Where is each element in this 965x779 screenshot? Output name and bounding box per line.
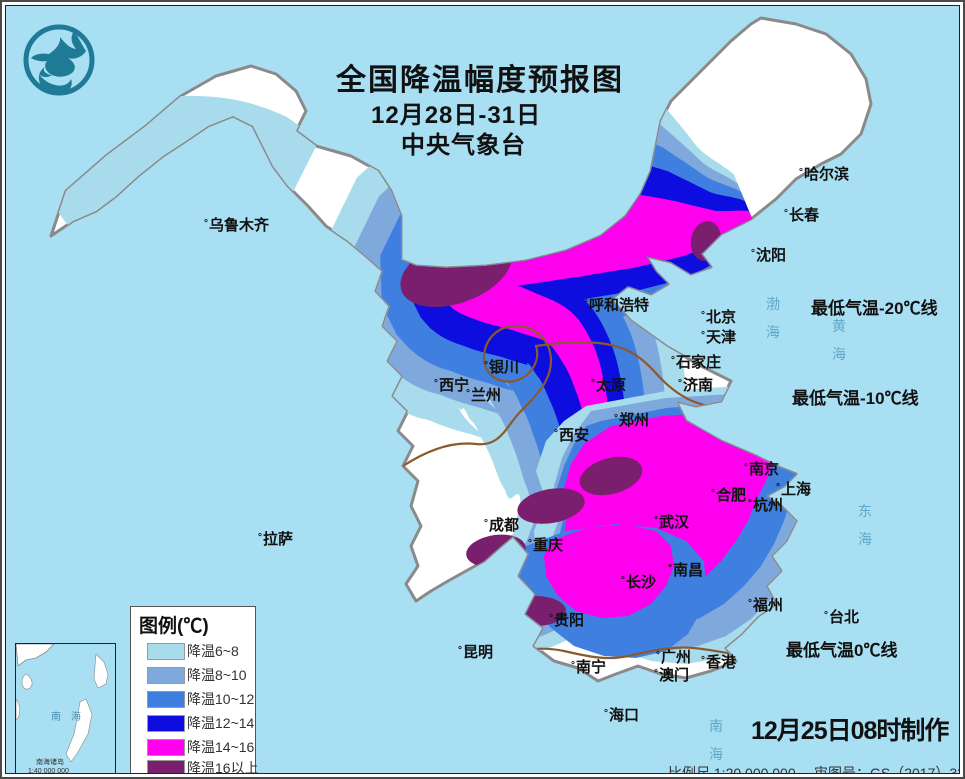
svg-text:1:40 000 000: 1:40 000 000 — [28, 768, 69, 774]
svg-text:南海诸岛: 南海诸岛 — [36, 757, 64, 766]
svg-text:南 海: 南 海 — [51, 710, 81, 723]
